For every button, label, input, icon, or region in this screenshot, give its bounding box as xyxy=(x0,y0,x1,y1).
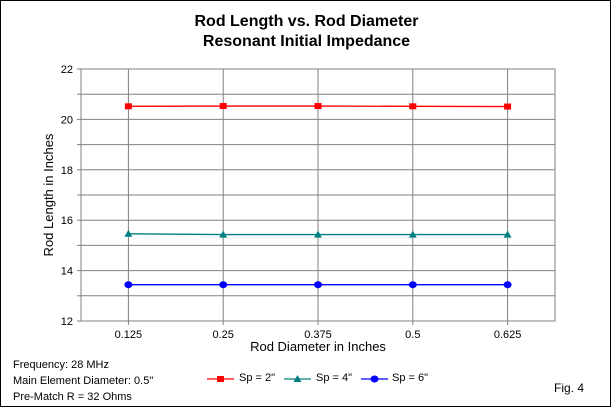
legend-marker-0 xyxy=(217,376,224,382)
x-tick-label: 0.25 xyxy=(212,329,233,341)
legend-marker-2 xyxy=(370,375,379,383)
data-point xyxy=(314,103,322,110)
y-tick-label: 20 xyxy=(61,114,73,126)
data-point xyxy=(408,281,417,289)
note-frequency: Frequency: 28 MHz xyxy=(13,359,109,371)
data-point xyxy=(408,230,417,238)
data-point xyxy=(124,103,132,110)
plot-border xyxy=(80,68,556,322)
data-point xyxy=(124,229,133,237)
data-point xyxy=(503,281,512,289)
x-tick-label: 0.125 xyxy=(115,329,143,341)
y-tick-label: 22 xyxy=(61,64,73,76)
legend-label-sp4: Sp = 4" xyxy=(316,372,353,384)
data-point xyxy=(503,230,512,238)
data-point xyxy=(409,103,417,110)
chart-subtitle: Resonant Initial Impedance xyxy=(202,33,411,50)
y-tick-label: 14 xyxy=(61,266,73,278)
x-axis-label: Rod Diameter in Inches xyxy=(250,339,386,354)
legend-label-sp6: Sp = 6" xyxy=(392,372,429,384)
data-point xyxy=(124,281,133,289)
data-point xyxy=(219,230,228,238)
note-prematch: Pre-Match R = 32 Ohms xyxy=(13,391,132,403)
y-axis-label: Rod Length in Inches xyxy=(41,133,56,256)
y-tick-label: 16 xyxy=(61,215,73,227)
x-tick-label: 0.625 xyxy=(494,329,522,341)
data-point xyxy=(314,281,322,289)
x-tick-label: 0.5 xyxy=(405,329,420,341)
data-point xyxy=(219,103,227,110)
fig-label: Fig. 4 xyxy=(554,381,585,395)
data-point xyxy=(504,103,512,110)
y-tick-label: 12 xyxy=(61,316,73,328)
legend-marker-1 xyxy=(293,375,302,382)
y-tick-label: 18 xyxy=(61,165,73,177)
note-main-element: Main Element Diameter: 0.5" xyxy=(13,375,154,387)
x-tick-label: 0.375 xyxy=(304,329,332,341)
data-point xyxy=(314,230,322,238)
data-point xyxy=(219,281,228,289)
legend-label-sp2: Sp = 2" xyxy=(239,372,276,384)
chart-title: Rod Length vs. Rod Diameter xyxy=(194,13,419,30)
